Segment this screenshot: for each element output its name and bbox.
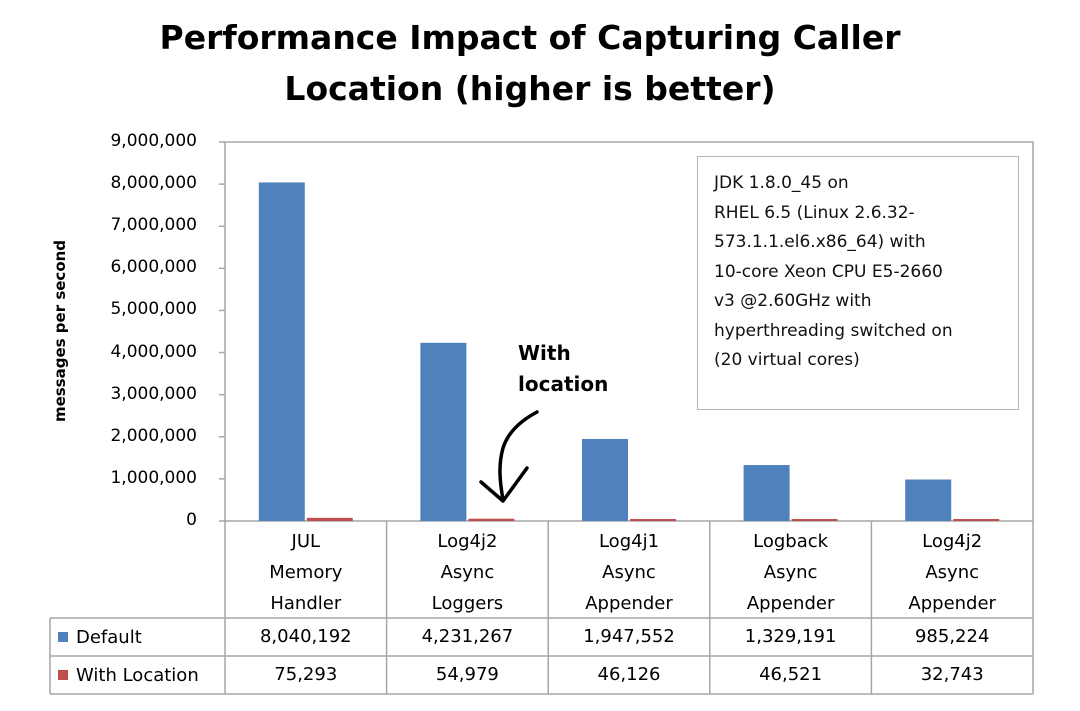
chart-title-line-1: Performance Impact of Capturing Caller bbox=[159, 18, 901, 57]
x-category-label-line: JUL bbox=[291, 531, 321, 552]
legend-swatch bbox=[58, 632, 68, 642]
annotation-line: location bbox=[518, 372, 609, 396]
y-tick-label: 8,000,000 bbox=[110, 173, 197, 194]
legend-swatch bbox=[58, 670, 68, 680]
table-value-cell: 985,224 bbox=[914, 626, 990, 647]
bar-default bbox=[582, 438, 628, 521]
y-tick-label: 5,000,000 bbox=[110, 299, 197, 320]
plot-area-frame bbox=[224, 141, 1034, 522]
with-location-annotation: With location bbox=[518, 338, 608, 400]
note-line: hyperthreading switched on bbox=[714, 320, 953, 341]
x-category-label-line: Log4j2 bbox=[437, 531, 498, 552]
note-line: v3 @2.60GHz with bbox=[714, 291, 872, 311]
table-value-cell: 4,231,267 bbox=[421, 626, 514, 647]
y-tick-label: 1,000,000 bbox=[110, 467, 197, 488]
x-category-label-line: Async bbox=[602, 562, 656, 583]
bar-with-location bbox=[306, 517, 353, 521]
table-value-cell: 46,126 bbox=[597, 664, 661, 685]
table-value-cell: 8,040,192 bbox=[259, 626, 352, 647]
note-line: (20 virtual cores) bbox=[714, 350, 860, 370]
x-category-label-line: Memory bbox=[269, 562, 343, 583]
y-axis-label: messages per second bbox=[51, 239, 69, 423]
y-tick-label: 4,000,000 bbox=[110, 341, 197, 362]
table-value-cell: 46,521 bbox=[759, 664, 823, 685]
chart-title-line-2: Location (higher is better) bbox=[284, 69, 776, 108]
table-value-cell: 32,743 bbox=[920, 664, 984, 685]
table-value-cell: 1,329,191 bbox=[744, 626, 837, 647]
table-value-cell: 54,979 bbox=[435, 664, 499, 685]
legend-label: Default bbox=[76, 626, 142, 648]
x-category-label-line: Async bbox=[763, 562, 818, 583]
x-category-label: Logback Async Appender bbox=[711, 526, 871, 619]
x-category-label-line: Async bbox=[440, 562, 495, 583]
y-tick-label: 7,000,000 bbox=[110, 215, 197, 236]
bar-default bbox=[420, 342, 467, 521]
x-category-label: Log4j2 Async Loggers bbox=[387, 526, 547, 619]
y-tick-label: 0 bbox=[186, 510, 197, 530]
x-category-label-line: Handler bbox=[270, 593, 342, 614]
x-category-label: Log4j1 Async Appender bbox=[549, 526, 709, 619]
bar-default bbox=[905, 479, 952, 521]
bar-default bbox=[743, 465, 790, 521]
bar-with-location bbox=[630, 519, 676, 521]
legend-label: With Location bbox=[76, 664, 199, 686]
annotation-arrow-shaft bbox=[498, 410, 539, 502]
x-category-label-line: Appender bbox=[585, 593, 673, 614]
y-tick-label: 6,000,000 bbox=[110, 257, 197, 278]
x-category-label-line: Async bbox=[925, 562, 980, 583]
annotation-arrow-head bbox=[479, 466, 529, 503]
annotation-line: With bbox=[518, 341, 571, 365]
chart-title: Performance Impact of Capturing Caller L… bbox=[80, 12, 980, 114]
table-value-cell: 75,293 bbox=[274, 664, 338, 685]
bar-with-location bbox=[468, 518, 515, 521]
bar-with-location bbox=[791, 519, 838, 521]
x-category-label-line: Log4j1 bbox=[598, 531, 660, 552]
note-line: RHEL 6.5 (Linux 2.6.32- bbox=[714, 202, 915, 223]
x-category-label-line: Log4j2 bbox=[922, 531, 983, 552]
x-category-label-line: Appender bbox=[746, 593, 835, 614]
bar-default bbox=[258, 182, 305, 521]
bar-with-location bbox=[953, 519, 1000, 521]
legend-entry: With Location bbox=[58, 656, 199, 694]
system-info-note: JDK 1.8.0_45 on RHEL 6.5 (Linux 2.6.32- … bbox=[697, 156, 1019, 410]
note-line: 573.1.1.el6.x86_64) with bbox=[714, 232, 926, 252]
x-category-label: JUL Memory Handler bbox=[226, 526, 386, 619]
y-tick-label: 3,000,000 bbox=[110, 383, 197, 404]
x-category-label-line: Logback bbox=[753, 531, 829, 552]
note-line: JDK 1.8.0_45 on bbox=[714, 173, 849, 193]
note-line: 10-core Xeon CPU E5-2660 bbox=[714, 261, 943, 282]
table-value-cell: 1,947,552 bbox=[583, 626, 675, 647]
y-tick-label: 2,000,000 bbox=[110, 425, 197, 446]
y-tick-label: 9,000,000 bbox=[110, 131, 197, 151]
x-category-label-line: Appender bbox=[908, 593, 996, 614]
legend-entry: Default bbox=[58, 618, 142, 656]
x-category-label: Log4j2 Async Appender bbox=[872, 526, 1032, 619]
x-category-label-line: Loggers bbox=[431, 593, 504, 614]
